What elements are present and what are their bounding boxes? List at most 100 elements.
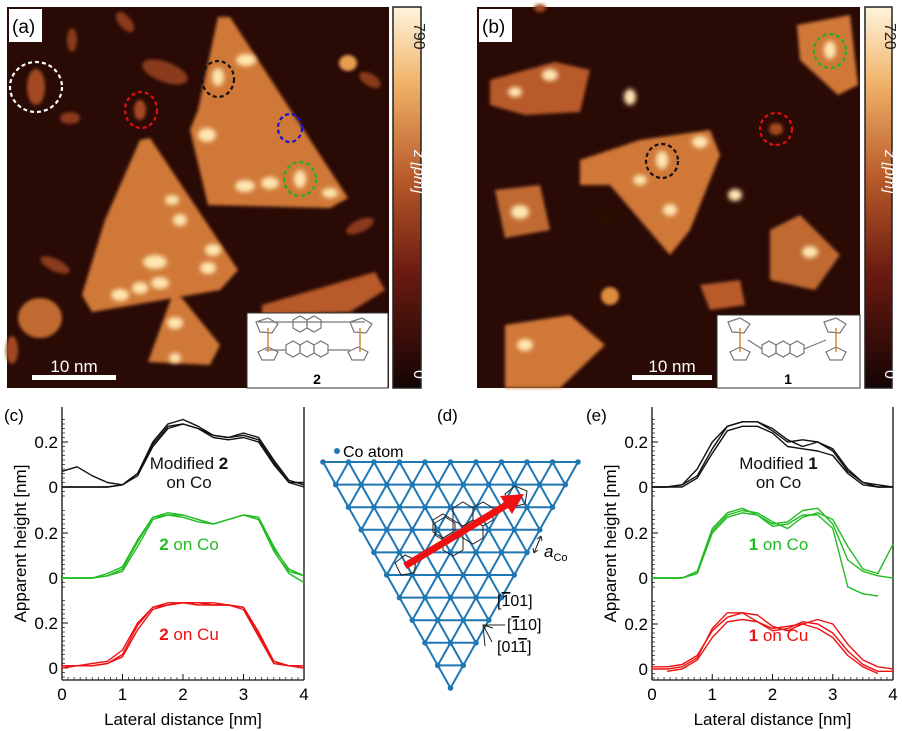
lattice-bond	[436, 461, 452, 486]
co-atom	[396, 594, 403, 601]
panel-label-c: (c)	[4, 406, 24, 425]
panel-label-a: (a)	[12, 17, 35, 38]
co-island	[262, 272, 385, 315]
highlight-circles	[8, 59, 318, 198]
panel-label-e: (e)	[586, 406, 607, 425]
lattice-bond	[334, 461, 350, 486]
lattice-bond	[449, 461, 465, 486]
lattice-bond	[462, 574, 477, 599]
lattice-bond	[398, 484, 414, 508]
co-island	[580, 130, 720, 255]
co-atom	[422, 504, 428, 511]
profile-trace	[61, 602, 304, 669]
lattice-bond	[398, 461, 414, 486]
scale-bar-label: 10 nm	[50, 357, 97, 376]
profile-trace	[652, 421, 893, 488]
inset-label: 2	[313, 371, 321, 387]
stm-image-b: (b) 10 nm 1	[477, 4, 861, 389]
co-atom	[498, 459, 505, 465]
y-axis-label: Apparent height [nm]	[11, 465, 30, 623]
co-atom	[498, 549, 505, 556]
lattice-bond	[360, 484, 375, 508]
co-atom	[447, 459, 454, 465]
profile-trace	[61, 418, 305, 486]
co-atom	[409, 617, 416, 623]
y-tick-label: 0.2	[624, 615, 648, 634]
co-atom	[485, 572, 492, 578]
circle-green	[812, 32, 848, 70]
co-island	[490, 62, 590, 115]
x-tick-label: 0	[57, 685, 66, 704]
inset-label: 1	[784, 371, 792, 387]
x-tick-label: 4	[888, 685, 897, 704]
circle-red	[758, 111, 794, 147]
co-atom	[383, 481, 390, 488]
y-tick-label: 0	[49, 478, 58, 497]
panel-label-box	[9, 9, 42, 42]
lattice-bond	[398, 574, 414, 599]
co-atom	[473, 549, 479, 556]
co-atom	[371, 459, 377, 465]
y-tick-label: 0	[639, 478, 648, 497]
stm-image-a: (a) 10 nm 2	[6, 7, 389, 389]
lattice-bond	[385, 484, 401, 508]
lattice-bond	[500, 461, 516, 486]
co-atom	[485, 617, 492, 623]
lattice-bond	[436, 664, 452, 689]
lattice-bond	[475, 529, 490, 553]
height-profile-plot-c: 0 1 2 3 4 0 0.2 0 0.2 0 0.2 Modified 2on Co 2 on Co 2…	[11, 407, 309, 729]
lattice-bond	[360, 529, 375, 553]
x-tick-label: 3	[239, 685, 248, 704]
lattice-bond	[436, 551, 452, 576]
lattice-bond	[436, 597, 452, 621]
series-label-line2: on Co	[166, 473, 211, 492]
co-atom	[473, 594, 479, 601]
co-atom	[524, 459, 530, 465]
co-atom	[524, 549, 530, 556]
series-label-line2: on Co	[756, 473, 801, 492]
x-tick-label: 1	[708, 685, 717, 704]
lattice-bond	[526, 484, 541, 508]
co-island	[82, 138, 238, 312]
profile-trace	[652, 612, 894, 670]
lattice-bond	[385, 551, 401, 576]
co-atom	[536, 527, 543, 533]
molecule-axis-arrow	[403, 494, 524, 569]
lattice-bond	[424, 597, 439, 621]
panel-label-d: (d)	[437, 406, 458, 425]
lattice-bond	[385, 506, 401, 531]
x-tick-label: 3	[828, 685, 837, 704]
co-atom	[460, 572, 467, 578]
lattice-bond	[551, 461, 567, 486]
circle-red	[123, 90, 159, 130]
molecule-inset-2: 2	[246, 312, 389, 389]
panel-label-b: (b)	[482, 17, 505, 38]
series-label: 1 on Co	[749, 535, 809, 554]
series-label: 1 on Cu	[749, 626, 809, 645]
lattice-bond	[411, 529, 426, 553]
lattice-bond	[526, 461, 541, 486]
circle-black	[200, 59, 236, 99]
lattice-bond	[373, 529, 388, 553]
lattice-bond	[487, 597, 503, 621]
direction-label-2: [110]	[507, 617, 541, 634]
co-atom	[358, 527, 365, 533]
co-atom	[358, 481, 365, 488]
co-atom	[549, 459, 556, 465]
y-tick-label: 0.2	[624, 433, 648, 452]
x-axis-label: Lateral distance [nm]	[694, 710, 852, 729]
lattice-bond	[462, 551, 477, 576]
lattice-bond	[449, 574, 465, 599]
co-atom	[575, 459, 581, 465]
lattice-bond	[551, 484, 567, 508]
lattice-bond	[449, 664, 465, 689]
profile-trace	[666, 618, 879, 675]
co-atom	[485, 481, 492, 488]
lattice-bond	[475, 619, 490, 644]
direction-label-1: [101]	[497, 593, 533, 610]
molecule-inset-1: 1	[716, 314, 861, 389]
lattice-bond	[449, 619, 465, 644]
lattice-bond	[500, 551, 516, 576]
lattice-bond	[526, 529, 541, 553]
lattice-bond	[347, 484, 363, 508]
